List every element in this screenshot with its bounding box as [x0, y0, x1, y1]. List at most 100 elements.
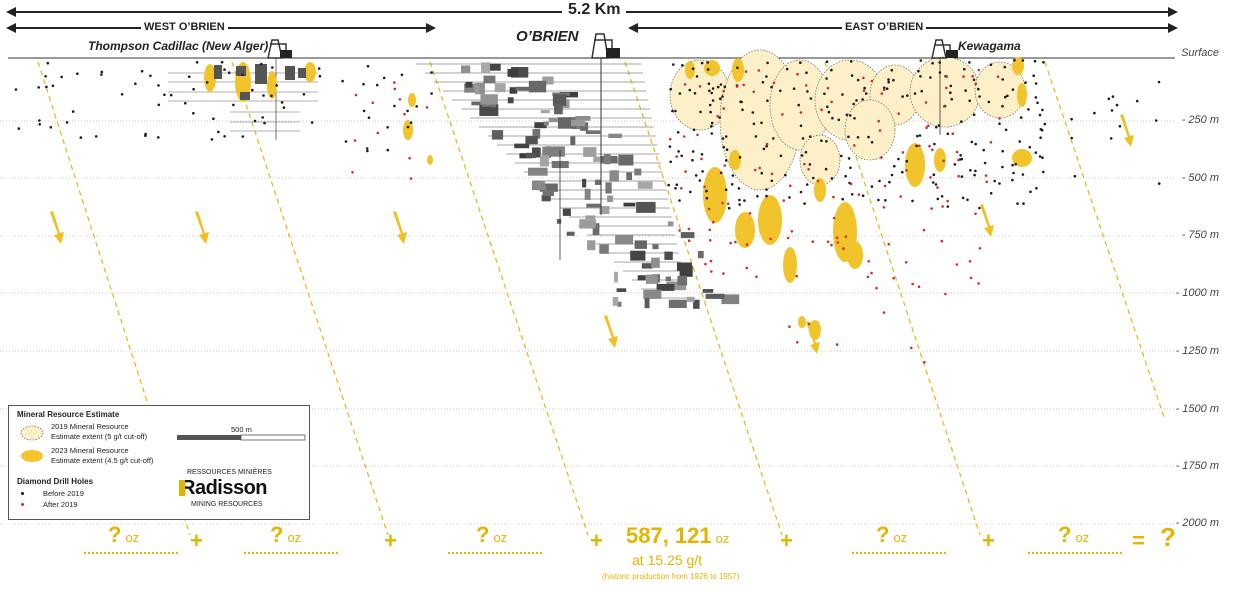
drill-hole: [942, 159, 945, 163]
drill-hole: [765, 75, 768, 78]
drill-hole: [678, 92, 682, 95]
drill-hole: [671, 109, 674, 113]
drill-hole: [998, 117, 1001, 120]
stope: [644, 298, 650, 309]
stope: [637, 181, 653, 189]
drill-hole: [765, 194, 768, 198]
drill-hole: [811, 240, 815, 243]
drill-hole: [317, 67, 321, 70]
drill-hole: [875, 286, 878, 290]
stope: [465, 81, 473, 88]
drill-hole: [870, 271, 873, 275]
stope: [534, 122, 547, 129]
drill-hole: [831, 116, 834, 120]
stope: [676, 262, 692, 271]
drill-hole: [735, 85, 739, 88]
drill-hole: [712, 220, 715, 224]
drill-hole: [1043, 122, 1047, 126]
drill-hole: [71, 110, 75, 113]
drill-hole: [188, 75, 191, 78]
drill-hole: [998, 182, 1001, 185]
stope: [612, 297, 619, 306]
drill-hole: [808, 163, 812, 166]
scale-bar-label: 500 m: [231, 425, 252, 434]
drill-hole: [906, 94, 909, 97]
drill-hole: [936, 197, 940, 201]
drill-hole: [830, 177, 834, 180]
drill-hole: [691, 67, 695, 70]
drill-hole: [955, 150, 959, 154]
plunge-arrow: [195, 211, 209, 244]
drill-hole: [899, 195, 902, 198]
drill-hole: [1110, 109, 1114, 112]
drill-hole: [905, 169, 908, 172]
drill-hole: [935, 125, 938, 129]
drill-hole: [808, 135, 812, 138]
drill-hole: [227, 71, 231, 74]
drill-hole: [310, 121, 314, 124]
drill-hole: [37, 86, 40, 89]
drill-hole: [261, 116, 265, 119]
drill-hole: [840, 154, 843, 158]
drill-hole: [719, 97, 722, 100]
drill-hole: [672, 63, 675, 66]
stope: [575, 116, 591, 121]
drill-hole: [920, 89, 923, 93]
drill-hole: [1157, 80, 1161, 84]
drill-hole: [1001, 78, 1004, 81]
drill-hole: [737, 187, 741, 190]
drill-hole: [890, 68, 894, 72]
drill-hole: [936, 186, 939, 189]
drill-hole: [684, 170, 687, 173]
stope: [636, 201, 656, 213]
drill-hole: [1021, 173, 1025, 176]
drill-hole: [683, 83, 687, 86]
drill-hole: [882, 88, 886, 92]
drill-hole: [725, 148, 729, 151]
drill-hole: [923, 360, 926, 364]
drill-hole: [1073, 174, 1077, 178]
drill-hole: [718, 116, 721, 119]
drill-hole: [765, 188, 768, 191]
drill-hole: [365, 147, 369, 150]
drill-hole: [847, 157, 851, 160]
drill-hole: [940, 239, 944, 243]
drill-hole: [942, 105, 946, 108]
drill-hole: [700, 153, 704, 156]
drill-hole: [689, 190, 692, 194]
stope: [604, 154, 611, 165]
drill-hole: [944, 292, 947, 296]
drill-hole: [853, 144, 856, 147]
stope: [665, 276, 671, 282]
stope: [474, 82, 485, 95]
drill-hole: [845, 113, 849, 117]
drill-hole: [862, 89, 866, 92]
drill-hole: [688, 88, 692, 92]
drill-hole: [887, 80, 890, 84]
drill-hole: [949, 91, 952, 94]
stope: [579, 219, 596, 229]
thompson-workings: [168, 39, 318, 140]
drill-hole: [856, 136, 860, 139]
drill-hole: [905, 159, 909, 163]
drill-hole: [849, 166, 852, 170]
drill-hole: [120, 93, 124, 96]
drill-hole: [807, 168, 810, 171]
drill-hole: [223, 135, 226, 138]
drill-hole: [393, 81, 396, 84]
drill-hole: [823, 92, 826, 96]
drill-hole: [984, 174, 988, 177]
drill-hole: [700, 61, 704, 65]
drill-hole: [929, 76, 932, 79]
drill-hole: [931, 181, 935, 184]
drill-hole: [318, 74, 322, 78]
drill-hole: [904, 261, 908, 264]
drill-hole: [241, 73, 244, 77]
stope: [623, 202, 636, 207]
drill-hole: [722, 89, 725, 93]
legend-before-2019: Before 2019: [43, 489, 84, 498]
drill-hole: [163, 93, 166, 97]
drill-hole: [835, 236, 839, 240]
drill-hole: [393, 87, 397, 91]
drill-hole: [669, 160, 672, 164]
